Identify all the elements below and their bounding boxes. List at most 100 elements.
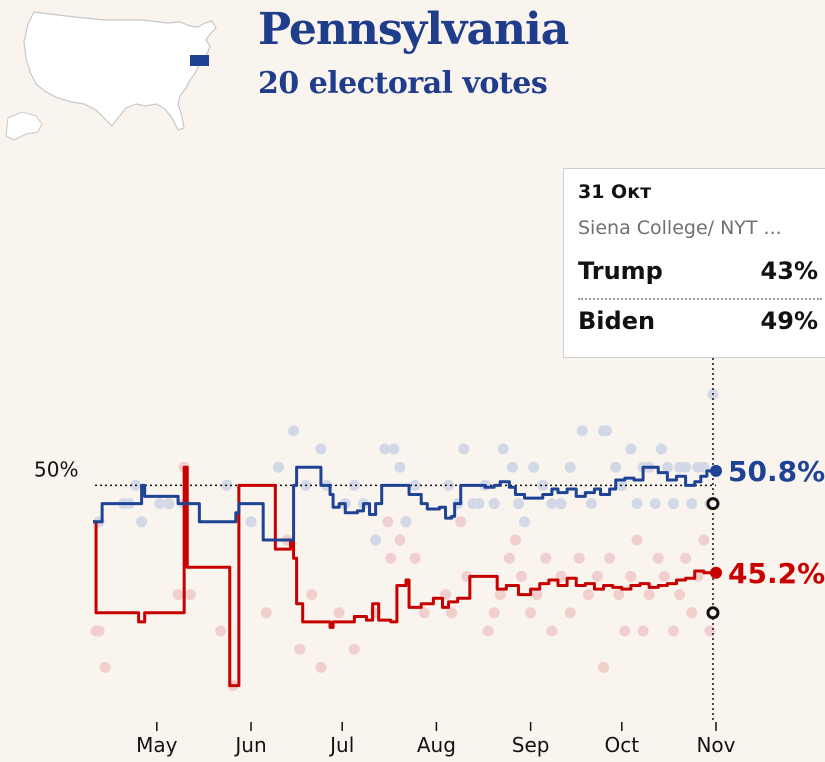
poll-dot-trump: [99, 661, 111, 673]
tooltip-row-biden: Biden 49%: [578, 307, 818, 335]
poll-dot-trump: [409, 552, 421, 564]
poll-dot-biden: [488, 498, 500, 510]
poll-dot-trump: [382, 516, 394, 528]
poll-dot-biden: [610, 461, 622, 473]
poll-dot-biden: [680, 461, 692, 473]
poll-dot-biden: [555, 498, 567, 510]
poll-dot-biden: [519, 516, 531, 528]
poll-dot-biden: [272, 461, 284, 473]
poll-dot-biden: [528, 461, 540, 473]
poll-dot-trump: [637, 625, 649, 637]
poll-dot-trump: [680, 552, 692, 564]
poll-dot-trump: [625, 570, 637, 582]
poll-dot-biden: [585, 498, 597, 510]
poll-dot-trump: [658, 570, 670, 582]
page-title: Pennsylvania: [258, 4, 569, 55]
x-tick-label: Jun: [233, 733, 266, 757]
poll-dot-trump: [598, 661, 610, 673]
x-axis: May Jun Jul Aug Sep Oct Nov: [136, 722, 736, 757]
poll-dot-trump: [294, 643, 306, 655]
alaska-outline: [5, 111, 43, 141]
poll-dot-trump: [184, 589, 196, 601]
x-tick-label: Sep: [512, 733, 550, 757]
tooltip-biden-label: Biden: [578, 307, 656, 335]
poll-dot-trump: [531, 589, 543, 601]
biden-trend-line: [93, 465, 716, 542]
poll-dot-biden: [564, 461, 576, 473]
tooltip-date: 31 Окт: [578, 181, 652, 203]
poll-dot-biden: [163, 498, 175, 510]
biden-end-label: 50.8%: [728, 455, 825, 488]
poll-dot-trump: [619, 625, 631, 637]
poll-dot-biden: [348, 479, 360, 491]
tooltip-pollster: Siena College/ NYT ...: [578, 217, 782, 239]
trump-end-label: 45.2%: [728, 557, 825, 590]
poll-dot-trump: [591, 570, 603, 582]
poll-dot-trump: [516, 570, 528, 582]
poll-dot-biden: [394, 461, 406, 473]
poll-dot-trump: [631, 534, 643, 546]
poll-dot-trump: [509, 534, 521, 546]
hover-tooltip: 31 Окт Siena College/ NYT ... Trump 43% …: [563, 168, 825, 358]
poll-dot-trump: [564, 607, 576, 619]
poll-dot-trump: [674, 589, 686, 601]
trump-trend-line: [93, 465, 716, 688]
poll-dot-trump: [494, 589, 506, 601]
tooltip-separator: [578, 298, 822, 300]
poll-dot-biden: [136, 516, 148, 528]
poll-dot-trump: [643, 589, 655, 601]
poll-dot-trump: [652, 552, 664, 564]
poll-dot-trump: [546, 625, 558, 637]
poll-dot-biden: [288, 425, 300, 437]
x-tick-label: May: [136, 733, 178, 757]
poll-dot-biden: [379, 443, 391, 455]
poll-dot-biden: [370, 534, 382, 546]
poll-dot-trump: [573, 552, 585, 564]
poll-dot-trump: [260, 607, 272, 619]
poll-dot-trump: [540, 552, 552, 564]
poll-dot-trump: [482, 625, 494, 637]
poll-dot-trump: [604, 552, 616, 564]
x-tick-label: Jul: [328, 733, 354, 757]
poll-dot-biden: [537, 479, 549, 491]
biden-end-dot: [710, 464, 722, 477]
poll-dot-trump: [306, 589, 318, 601]
tooltip-row-trump: Trump 43%: [578, 257, 818, 285]
tooltip-biden-value: 49%: [760, 307, 818, 335]
poll-dot-biden: [473, 498, 485, 510]
poll-dot-biden: [631, 498, 643, 510]
poll-dot-trump: [667, 625, 679, 637]
poll-dot-trump: [315, 661, 327, 673]
poll-dot-biden: [512, 498, 524, 510]
poll-dot-trump: [525, 607, 537, 619]
poll-dot-trump: [215, 625, 227, 637]
poll-dot-trump: [613, 589, 625, 601]
poll-dot-biden: [400, 516, 412, 528]
poll-dot-trump: [582, 589, 594, 601]
poll-dot-trump: [704, 625, 716, 637]
poll-dot-trump: [488, 607, 500, 619]
trump-end-dot: [710, 566, 722, 579]
poll-dot-biden: [443, 479, 455, 491]
trump-hover-marker: [706, 606, 720, 620]
biden-hover-marker: [706, 497, 720, 511]
us-map: [5, 11, 217, 141]
poll-dot-biden: [655, 443, 667, 455]
poll-dot-biden: [649, 498, 661, 510]
fifty-percent-label: 50%: [34, 457, 78, 481]
poll-dot-trump: [698, 534, 710, 546]
poll-dot-trump: [93, 625, 105, 637]
poll-dot-biden: [576, 425, 588, 437]
poll-dot-biden: [154, 498, 166, 510]
page-subtitle: 20 electoral votes: [258, 66, 548, 101]
poll-dot-biden: [315, 443, 327, 455]
poll-dot-trump: [455, 516, 467, 528]
pennsylvania-highlight: [190, 55, 209, 66]
poll-dot-biden: [601, 425, 613, 437]
poll-dot-trump: [172, 589, 184, 601]
poll-dot-trump: [503, 552, 515, 564]
tooltip-trump-value: 43%: [760, 257, 818, 285]
poll-dot-trump: [394, 534, 406, 546]
poll-dot-biden: [661, 461, 673, 473]
